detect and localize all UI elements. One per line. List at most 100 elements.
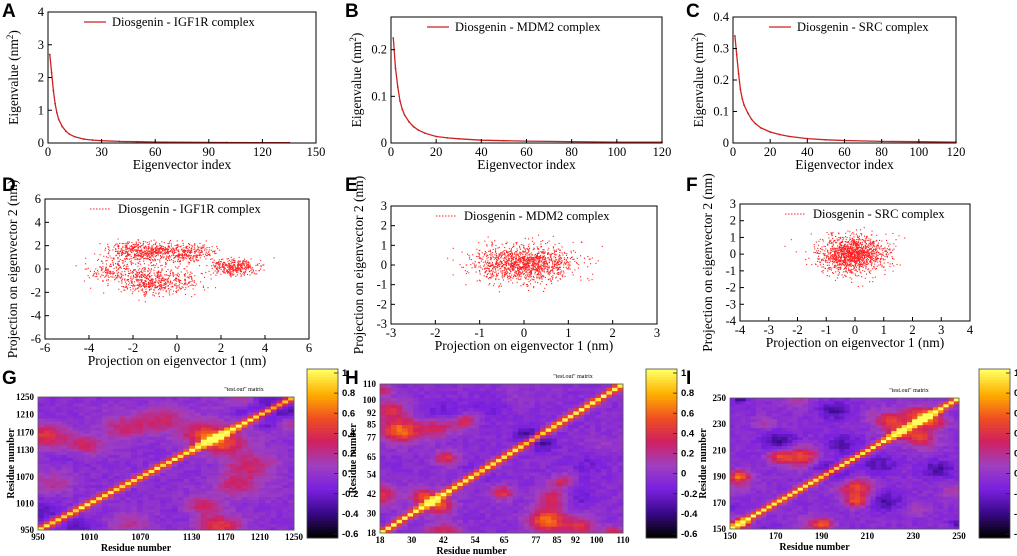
scatter-point — [527, 269, 529, 271]
scatter-point — [148, 286, 150, 288]
scatter-point — [814, 248, 816, 250]
scatter-point — [233, 273, 235, 275]
scatter-point — [840, 251, 842, 253]
scatter-point — [239, 263, 241, 265]
scatter-point — [533, 248, 535, 250]
scatter-point — [175, 248, 177, 250]
scatter-point — [517, 263, 519, 265]
scatter-point — [851, 247, 853, 249]
scatter-point — [892, 249, 894, 251]
scatter-point — [233, 265, 235, 267]
scatter-point — [177, 251, 179, 253]
scatter-point — [858, 238, 860, 240]
scatter-point — [134, 285, 136, 287]
scatter-point — [495, 279, 497, 281]
eigenvalue-point — [56, 111, 58, 114]
scatter-point — [588, 279, 590, 281]
scatter-point — [175, 256, 177, 258]
scatter-point — [218, 263, 220, 265]
scatter-point — [863, 250, 865, 252]
scatter-point — [500, 257, 502, 259]
scatter-point — [853, 262, 855, 264]
scatter-point — [218, 262, 220, 264]
scatter-point — [848, 265, 850, 267]
scatter-point — [855, 244, 857, 246]
scatter-point — [527, 275, 529, 277]
scatter-point — [130, 281, 132, 283]
scatter-point — [177, 260, 179, 262]
scatter-point — [503, 252, 505, 254]
scatter-point — [179, 261, 181, 263]
scatter-point — [849, 257, 851, 259]
scatter-point — [163, 283, 165, 285]
scatter-point — [198, 259, 200, 261]
scatter-point — [893, 258, 895, 260]
scatter-point — [511, 261, 513, 263]
scatter-point — [190, 259, 192, 261]
scatter-point — [847, 244, 849, 246]
scatter-point — [484, 268, 486, 270]
scatter-point — [126, 243, 128, 245]
scatter-point — [847, 241, 849, 243]
scatter-point — [597, 260, 599, 262]
scatter-point — [542, 249, 544, 251]
scatter-point — [150, 251, 152, 253]
scatter-point — [847, 267, 849, 269]
scatter-point — [542, 240, 544, 242]
scatter-point — [875, 246, 877, 248]
scatter-point — [149, 288, 151, 290]
scatter-point — [587, 256, 589, 258]
scatter-point — [193, 280, 195, 282]
scatter-point — [841, 254, 843, 256]
scatter-point — [838, 273, 840, 275]
scatter-point — [856, 261, 858, 263]
scatter-point — [507, 262, 509, 264]
scatter-point — [858, 260, 860, 262]
scatter-point — [516, 261, 518, 263]
scatter-point — [870, 261, 872, 263]
scatter-point — [850, 256, 852, 258]
scatter-point — [842, 256, 844, 258]
scatter-point — [127, 251, 129, 253]
scatter-point — [195, 257, 197, 259]
scatter-point — [858, 259, 860, 261]
scatter-point — [477, 252, 479, 254]
scatter-point — [494, 263, 496, 265]
scatter-point — [852, 272, 854, 274]
scatter-point — [116, 243, 118, 245]
scatter-point — [859, 260, 861, 262]
scatter-point — [817, 257, 819, 259]
scatter-point — [137, 249, 139, 251]
scatter-point — [142, 288, 144, 290]
scatter-point — [153, 269, 155, 271]
scatter-point — [830, 250, 832, 252]
scatter-point — [852, 251, 854, 253]
scatter-point — [206, 265, 208, 267]
panel-c: 0 20 40 60 80 100 12000.10.20.30.4Eigenvector … — [690, 10, 965, 172]
scatter-point — [494, 249, 496, 251]
scatter-point — [518, 278, 520, 280]
scatter-point — [839, 268, 841, 270]
scatter-point — [545, 263, 547, 265]
scatter-point — [513, 261, 515, 263]
scatter-point — [189, 252, 191, 254]
scatter-point — [834, 253, 836, 255]
scatter-point — [555, 250, 557, 252]
scatter-point — [122, 265, 124, 267]
scatter-point — [481, 252, 483, 254]
scatter-point — [859, 253, 861, 255]
scatter-point — [228, 269, 230, 271]
scatter-point — [148, 246, 150, 248]
scatter-point — [232, 264, 234, 266]
scatter-point — [862, 239, 864, 241]
scatter-point — [135, 250, 137, 252]
scatter-point — [150, 262, 152, 264]
scatter-point — [547, 271, 549, 273]
scatter-point — [474, 261, 476, 263]
scatter-point — [850, 265, 852, 267]
scatter-point — [200, 281, 202, 283]
scatter-point — [841, 259, 843, 261]
scatter-point — [856, 252, 858, 254]
scatter-point — [839, 256, 841, 258]
